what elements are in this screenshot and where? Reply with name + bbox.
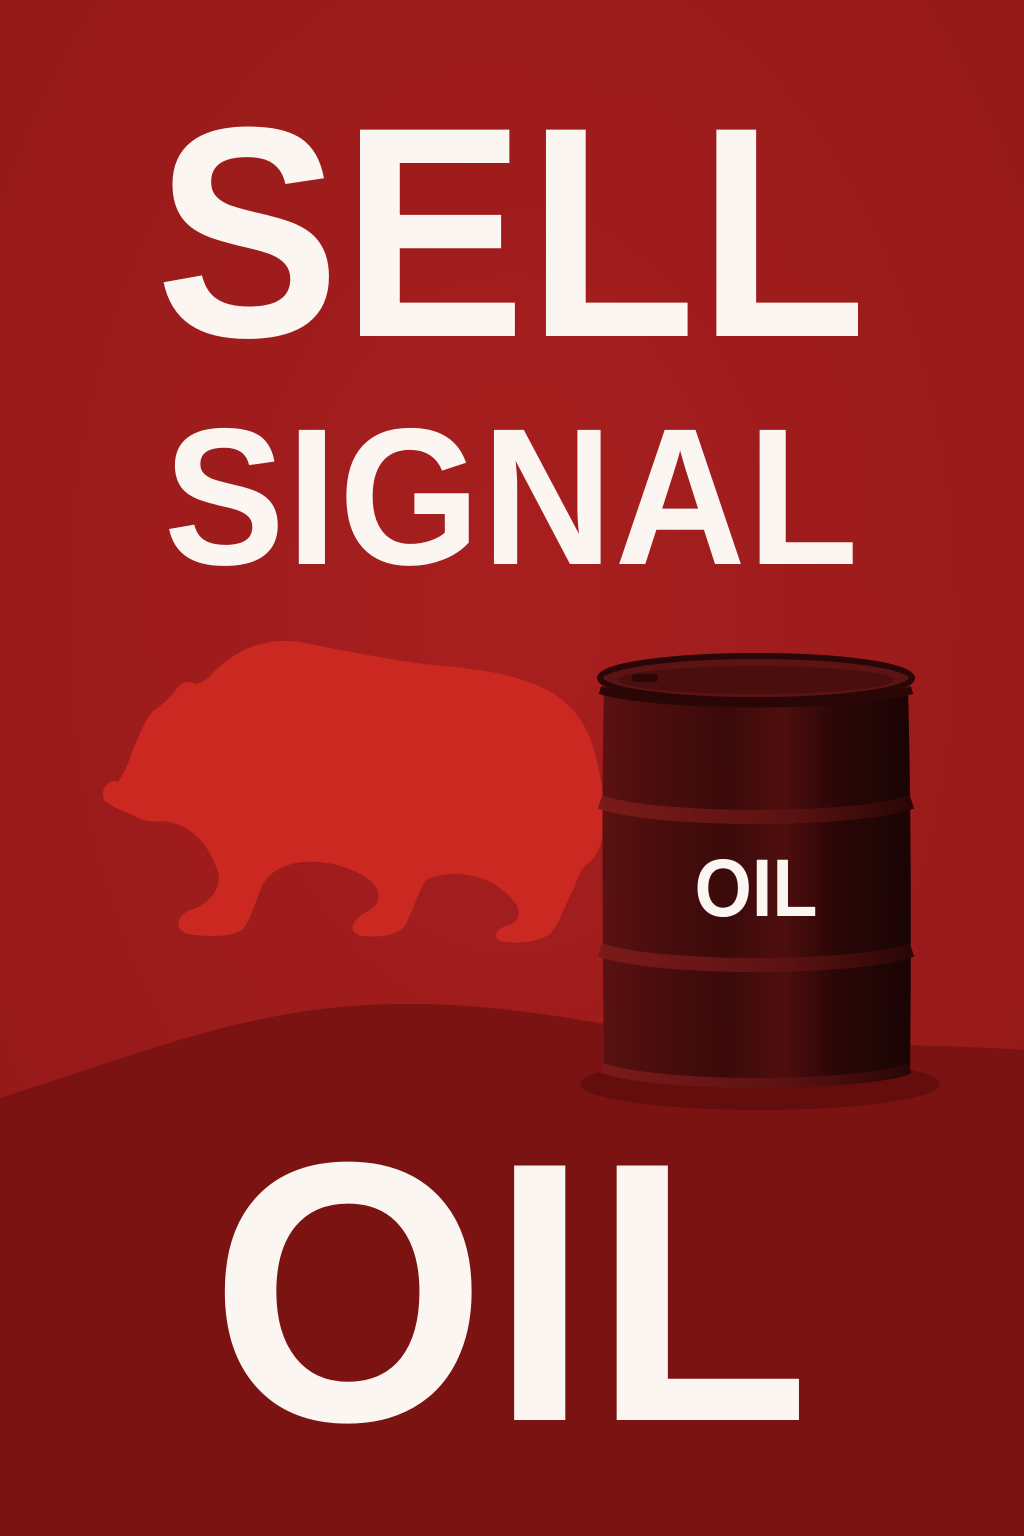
headline-sell: SELL [155, 64, 869, 400]
hill [0, 1003, 1024, 1536]
barrel-label: OIL [694, 843, 818, 934]
barrel-rib-3 [600, 1063, 912, 1088]
bear-icon [102, 640, 605, 943]
oil-barrel-icon [597, 653, 915, 1088]
barrel-top-inner [618, 666, 894, 694]
barrel-body [602, 688, 911, 1088]
barrel-rim [598, 686, 914, 708]
bottom-word-oil: OIL [210, 1086, 814, 1499]
barrel-cap [632, 674, 658, 682]
barrel-rib-1 [597, 795, 915, 824]
headline-signal: SIGNAL [163, 388, 861, 606]
barrel-rib-2 [597, 943, 915, 972]
